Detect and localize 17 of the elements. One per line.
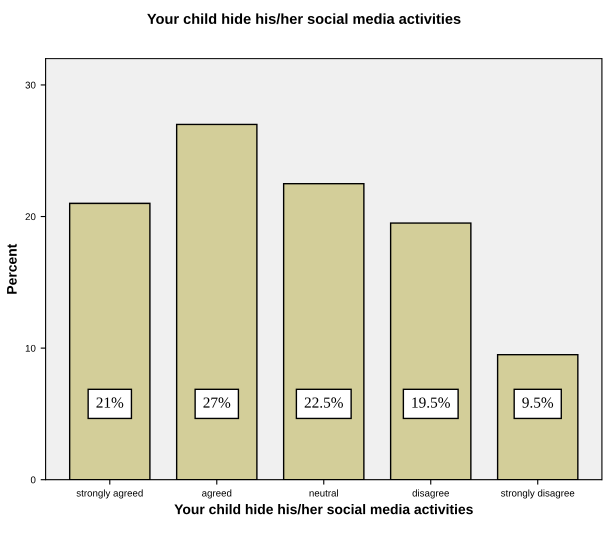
x-tick-label: neutral	[310, 489, 338, 497]
data-label: 21%	[96, 397, 124, 408]
y-tick-label: 20	[26, 213, 36, 220]
y-tick-label: 0	[30, 476, 36, 484]
y-tick-label: 10	[26, 344, 36, 352]
y-tick-label: 30	[25, 82, 36, 89]
data-label: 22.5%	[304, 397, 343, 408]
x-tick-label: strongly disagree	[500, 489, 574, 498]
x-tick-label: strongly agreed	[76, 489, 143, 498]
x-tick-label: agreed	[202, 489, 232, 498]
chart-title: Your child hide his/her social media activities	[147, 13, 461, 24]
data-label: 9.5%	[522, 397, 554, 408]
y-axis-title: Percent	[7, 244, 17, 294]
x-tick-label: disagree	[412, 489, 449, 498]
data-label: 27%	[203, 397, 230, 408]
data-label: 19.5%	[412, 397, 450, 408]
x-axis-title: Your child hide his/her social media activities	[174, 504, 473, 514]
